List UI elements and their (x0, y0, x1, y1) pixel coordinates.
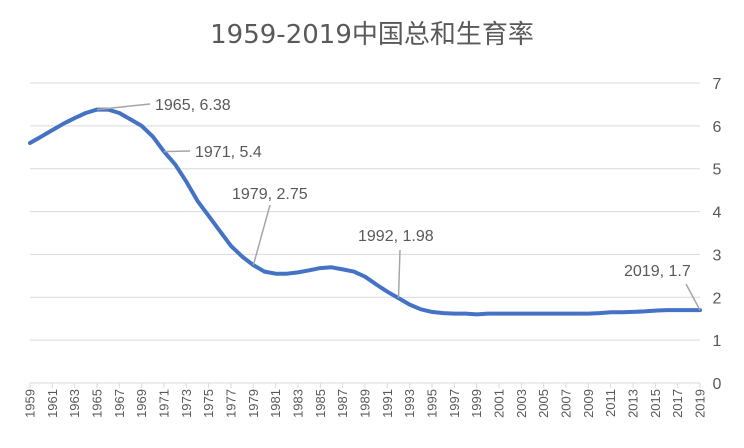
y-tick-label: 7 (713, 76, 722, 93)
data-label: 1965, 6.38 (155, 97, 231, 114)
x-tick-label: 1997 (447, 389, 462, 418)
y-tick-label: 6 (713, 119, 722, 136)
data-label: 2019, 1.7 (624, 263, 691, 280)
x-tick-label: 1985 (313, 389, 328, 418)
x-tick-label: 1973 (179, 389, 194, 418)
x-tick-label: 1975 (201, 389, 216, 418)
x-tick-label: 1969 (134, 389, 149, 418)
x-tick-label: 1993 (402, 389, 417, 418)
annotation-leader (96, 103, 151, 111)
y-tick-label: 4 (713, 205, 722, 222)
x-tick-label: 2009 (581, 389, 596, 418)
y-tick-label: 0 (713, 376, 722, 393)
x-tick-label: 2007 (559, 389, 574, 418)
x-tick-label: 1977 (224, 389, 239, 418)
y-tick-label: 1 (713, 333, 722, 350)
x-tick-label: 2013 (626, 389, 641, 418)
y-tick-label: 3 (713, 247, 722, 264)
annotation-leader (163, 150, 191, 153)
x-tick-label: 1991 (380, 389, 395, 418)
data-label: 1971, 5.4 (195, 144, 262, 161)
x-tick-label: 1981 (268, 389, 283, 418)
x-tick-label: 2001 (492, 389, 507, 418)
annotation-leader (397, 249, 401, 299)
x-tick-label: 2015 (648, 389, 663, 418)
x-tick-label: 2019 (693, 389, 708, 418)
x-tick-label: 2011 (603, 389, 618, 417)
x-tick-label: 2003 (514, 389, 529, 418)
x-tick-label: 1971 (157, 389, 172, 418)
x-tick-label: 1967 (112, 389, 127, 418)
data-label: 1992, 1.98 (358, 228, 434, 245)
annotations: 1965, 6.38 1971, 5.4 1979, 2.75 1992, 1.98 2… (96, 97, 701, 311)
series-layer (28, 107, 702, 317)
chart-title: 1959-2019中国总和生育率 (210, 20, 534, 50)
annotation-leader (685, 283, 701, 311)
y-axis: 0 1 2 3 4 5 6 7 (713, 76, 722, 393)
x-tick-label: 2017 (670, 389, 685, 418)
y-tick-label: 2 (713, 290, 722, 307)
x-tick-label: 1987 (335, 389, 350, 418)
x-tick-label: 1959 (23, 389, 38, 418)
annotation-leader (252, 204, 271, 266)
x-tick-label: 1965 (90, 389, 105, 418)
x-tick-label: 1989 (358, 389, 373, 418)
data-label: 1979, 2.75 (232, 186, 308, 203)
x-tick-label: 1983 (291, 389, 306, 418)
x-axis: 1959 1961 1963 1965 1967 1969 1971 1973 1975 1977… (23, 383, 708, 418)
x-tick-label: 2005 (536, 389, 551, 418)
x-tick-label: 1995 (425, 389, 440, 418)
y-tick-label: 5 (713, 162, 722, 179)
x-tick-label: 1961 (45, 389, 60, 418)
series-line (28, 107, 702, 317)
x-tick-label: 1979 (246, 389, 261, 418)
x-tick-label: 1963 (67, 389, 82, 418)
x-tick-label: 1999 (469, 389, 484, 418)
